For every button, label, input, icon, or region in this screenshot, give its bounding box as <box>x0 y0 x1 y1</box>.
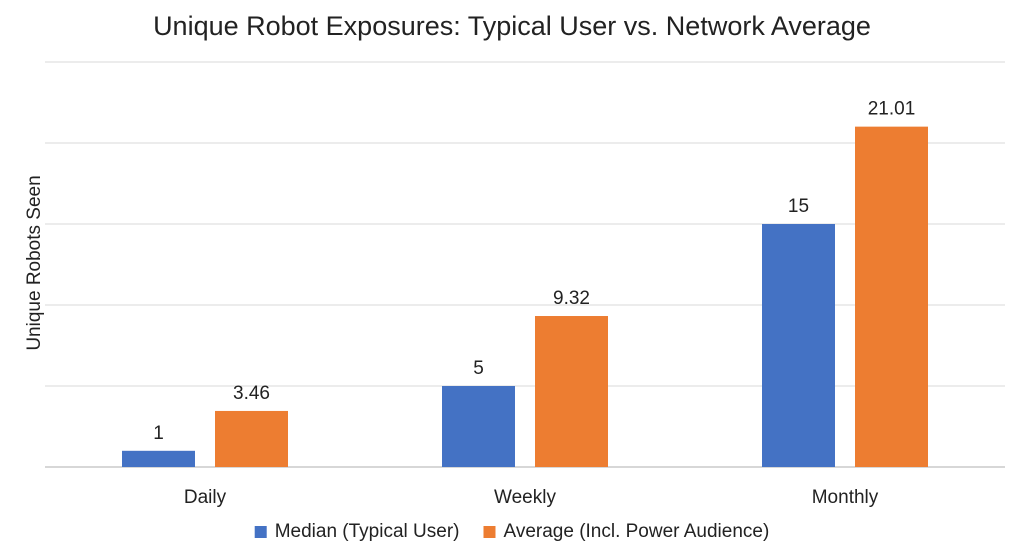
bar-monthly-series-1 <box>762 224 835 467</box>
gridlines <box>45 61 1005 468</box>
bar-daily-series-1 <box>122 450 195 467</box>
data-label-weekly-series-1: 5 <box>473 358 484 379</box>
x-tick-weekly: Weekly <box>494 487 556 508</box>
data-label-daily-series-2: 3.46 <box>233 383 270 404</box>
data-label-monthly-series-2: 21.01 <box>868 99 916 120</box>
chart-title: Unique Robot Exposures: Typical User vs.… <box>153 11 871 41</box>
legend-swatch-series-1 <box>254 526 267 538</box>
bar-weekly-series-2 <box>535 316 608 467</box>
data-label-weekly-series-2: 9.32 <box>553 288 590 309</box>
bars <box>122 126 928 467</box>
bar-weekly-series-1 <box>442 386 515 467</box>
data-label-daily-series-1: 1 <box>153 423 164 444</box>
bar-monthly-series-2 <box>855 126 928 467</box>
legend: Median (Typical User) Average (Incl. Powe… <box>254 521 769 542</box>
data-labels: 1 3.46 5 9.32 15 21.01 <box>153 99 915 444</box>
x-tick-labels: Daily Weekly Monthly <box>184 487 879 508</box>
data-label-monthly-series-1: 15 <box>788 196 809 217</box>
legend-label-series-2: Average (Incl. Power Audience) <box>503 521 769 542</box>
x-tick-daily: Daily <box>184 487 227 508</box>
legend-swatch-series-2 <box>483 526 496 538</box>
y-axis-label: Unique Robots Seen <box>24 175 45 350</box>
x-tick-monthly: Monthly <box>812 487 879 508</box>
bar-daily-series-2 <box>215 410 288 467</box>
legend-label-series-1: Median (Typical User) <box>275 521 460 542</box>
